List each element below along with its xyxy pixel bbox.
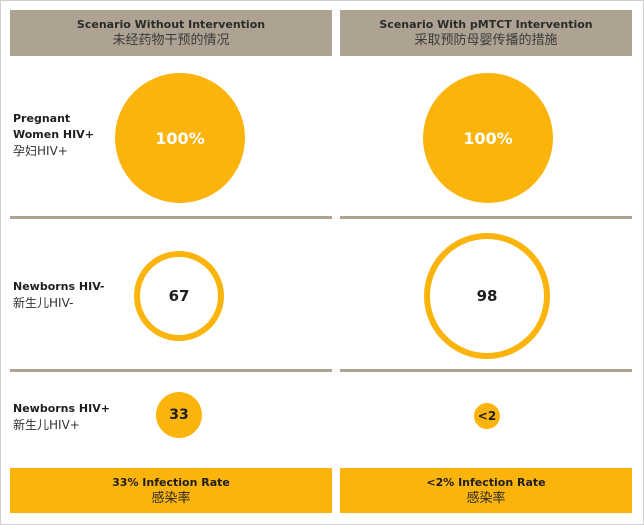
row-divider bbox=[10, 369, 332, 372]
header-title-zh: 未经药物干预的情况 bbox=[112, 33, 230, 48]
header-without-intervention: Scenario Without Intervention 未经药物干预的情况 bbox=[10, 10, 332, 56]
ring-negative-without: 67 bbox=[134, 251, 224, 341]
label-en-line1: Pregnant bbox=[13, 112, 71, 125]
circle-pregnant-without: 100% bbox=[115, 73, 245, 203]
footer-rate-zh: 感染率 bbox=[151, 490, 191, 506]
label-en: Newborns HIV- bbox=[13, 280, 105, 293]
label-zh: 孕妇HIV+ bbox=[13, 144, 68, 158]
footer-rate-en: <2% Infection Rate bbox=[426, 475, 546, 489]
ring-negative-with: 98 bbox=[424, 233, 550, 359]
footer-rate-en: 33% Infection Rate bbox=[112, 475, 230, 489]
label-en-line2: Women HIV+ bbox=[13, 128, 94, 141]
row-divider bbox=[10, 216, 332, 219]
label-en: Newborns HIV+ bbox=[13, 402, 110, 415]
circle-positive-without: 33 bbox=[156, 392, 202, 438]
row-label-newborns-negative: Newborns HIV- 新生儿HIV- bbox=[13, 279, 113, 311]
row-divider bbox=[340, 369, 632, 372]
header-with-intervention: Scenario With pMTCT Intervention 采取预防母婴传… bbox=[340, 10, 632, 56]
circle-pregnant-with: 100% bbox=[423, 73, 553, 203]
header-title-en: Scenario With pMTCT Intervention bbox=[379, 18, 593, 31]
circle-value: 67 bbox=[168, 287, 190, 305]
label-zh: 新生儿HIV+ bbox=[13, 418, 80, 432]
footer-infection-rate-without: 33% Infection Rate 感染率 bbox=[10, 468, 332, 513]
circle-value: <2 bbox=[477, 409, 497, 423]
row-label-newborns-positive: Newborns HIV+ 新生儿HIV+ bbox=[13, 401, 113, 433]
circle-value: 33 bbox=[169, 407, 189, 423]
circle-value: 100% bbox=[463, 128, 513, 148]
footer-infection-rate-with: <2% Infection Rate 感染率 bbox=[340, 468, 632, 513]
footer-rate-zh: 感染率 bbox=[466, 490, 506, 506]
row-divider bbox=[340, 216, 632, 219]
header-title-en: Scenario Without Intervention bbox=[76, 18, 266, 31]
circle-value: 100% bbox=[155, 128, 205, 148]
circle-value: 98 bbox=[476, 287, 498, 305]
header-title-zh: 采取预防母婴传播的措施 bbox=[414, 33, 558, 48]
circle-positive-with: <2 bbox=[474, 403, 500, 429]
row-label-pregnant-women: Pregnant Women HIV+ 孕妇HIV+ bbox=[13, 111, 113, 159]
label-zh: 新生儿HIV- bbox=[13, 296, 74, 310]
